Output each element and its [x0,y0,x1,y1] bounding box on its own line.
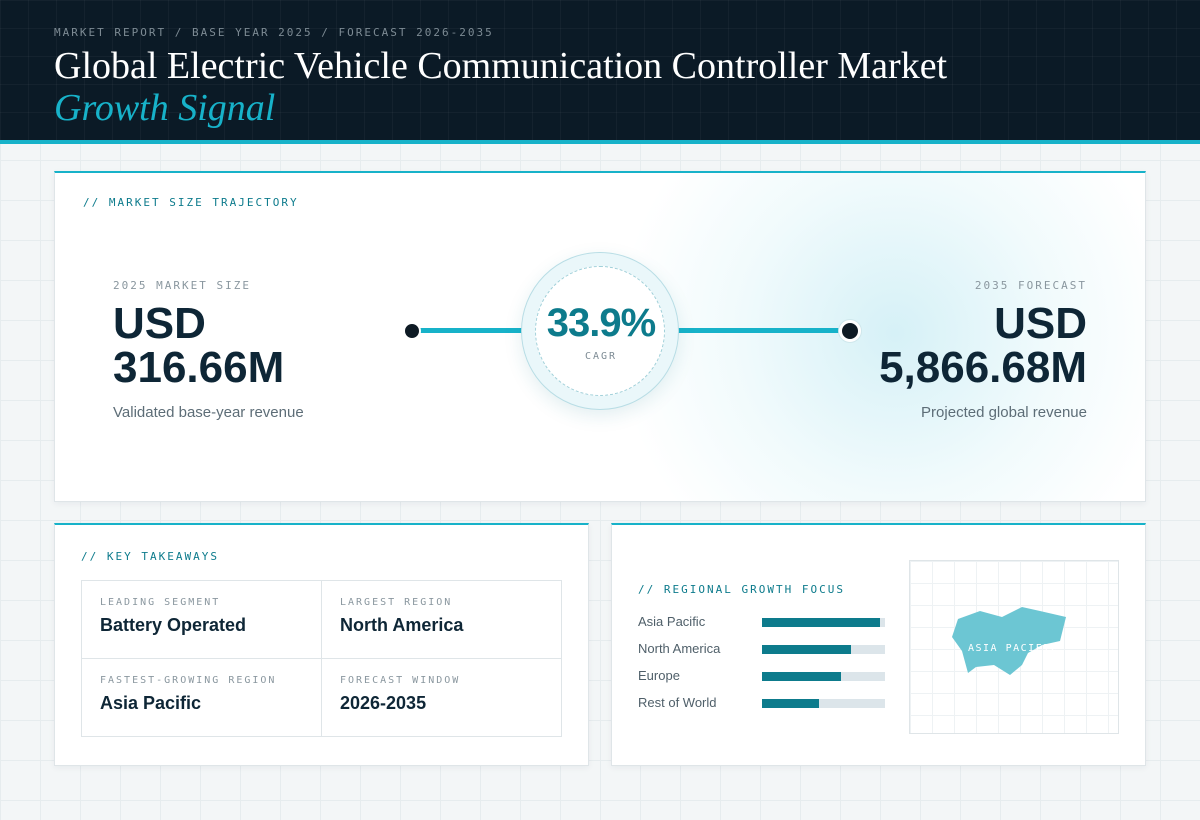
background-glow [615,173,1145,501]
takeaway-value: Battery Operated [100,615,247,635]
cagr-label: CAGR [584,351,618,362]
takeaways-grid: LEADING SEGMENT Battery Operated LARGEST… [81,580,562,737]
region-bar-fill [762,645,851,654]
region-bar-label: Europe [638,668,680,683]
region-bar-track [762,618,885,627]
region-bar-track [762,699,885,708]
start-point-dot [403,322,421,340]
trajectory-section-label: // MARKET SIZE TRAJECTORY [83,196,299,209]
map-region-label: ASIA PACIFIC [968,643,1058,654]
region-bar-track [762,672,885,681]
takeaway-leading-segment: LEADING SEGMENT Battery Operated [82,581,322,659]
takeaway-forecast-window: FORECAST WINDOW 2026-2035 [322,659,562,737]
forecast-caption: Projected global revenue [921,404,1087,421]
takeaway-fastest-growing-region: FASTEST-GROWING REGION Asia Pacific [82,659,322,737]
region-bar-label: Rest of World [638,695,717,710]
cagr-inner-ring: 33.9% CAGR [535,266,665,396]
takeaway-label: FORECAST WINDOW [340,675,461,686]
end-point-dot [839,320,861,342]
region-bar-track [762,645,885,654]
base-year-block: 2025 MARKET SIZE USD 316.66M Validated b… [113,279,304,421]
region-map-panel: ASIA PACIFIC [909,560,1119,734]
base-year-value: 316.66M [113,343,285,392]
takeaway-value: North America [340,615,464,635]
asia-pacific-region-shape [952,607,1066,675]
grid-horizontal-divider [82,658,561,659]
report-header: MARKET REPORT / BASE YEAR 2025 / FORECAS… [0,0,1200,144]
takeaway-label: LARGEST REGION [340,597,453,608]
region-bar-fill [762,672,841,681]
report-kicker: MARKET REPORT / BASE YEAR 2025 / FORECAS… [54,26,494,39]
takeaway-largest-region: LARGEST REGION North America [322,581,562,659]
page-title: Global Electric Vehicle Communication Co… [54,45,948,87]
takeaways-section-label: // KEY TAKEAWAYS [81,550,219,563]
cagr-badge: 33.9% CAGR [521,252,679,410]
base-year-caption: Validated base-year revenue [113,404,304,421]
region-bar-fill [762,618,881,627]
takeaway-value: Asia Pacific [100,693,202,713]
region-bar-fill [762,699,819,708]
base-year-label: 2025 MARKET SIZE [113,279,251,292]
cagr-value: 33.9% [546,301,656,345]
takeaway-value: 2026-2035 [340,693,427,713]
page-subtitle: Growth Signal [54,87,276,129]
forecast-currency: USD [994,299,1087,348]
regional-section-label: // REGIONAL GROWTH FOCUS [638,583,845,596]
market-trajectory-card: // MARKET SIZE TRAJECTORY 2025 MARKET SI… [54,171,1146,502]
forecast-value: 5,866.68M [879,343,1087,392]
key-takeaways-card: // KEY TAKEAWAYS LEADING SEGMENT Battery… [54,523,589,766]
asia-pacific-map-shape-icon: ASIA PACIFIC [952,607,1066,675]
region-bar-label: Asia Pacific [638,614,706,629]
forecast-label: 2035 FORECAST [974,279,1087,292]
takeaway-label: LEADING SEGMENT [100,597,221,608]
base-year-currency: USD [113,299,206,348]
takeaway-label: FASTEST-GROWING REGION [100,675,277,686]
forecast-block: 2035 FORECAST USD 5,866.68M Projected gl… [879,279,1087,421]
region-bar-label: North America [638,641,721,656]
regional-growth-card: // REGIONAL GROWTH FOCUS Asia Pacific No… [611,523,1146,766]
